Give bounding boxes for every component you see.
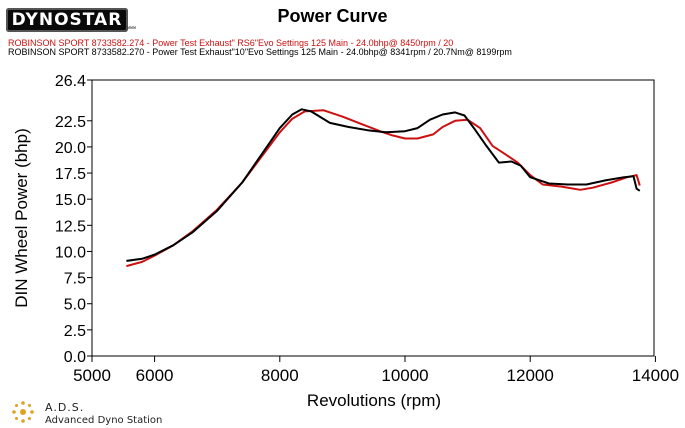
- chart-series: [126, 108, 641, 268]
- logo-text: DYNOSTAR: [11, 10, 123, 30]
- plot-frame: [91, 79, 655, 357]
- x-axis-label: Revolutions (rpm): [307, 391, 441, 410]
- footer-brand: A.D.S.: [45, 401, 85, 414]
- y-tick-label: 17.5: [55, 166, 86, 183]
- y-tick-label: 15.0: [55, 192, 86, 209]
- y-tick-label: 5.0: [64, 297, 86, 314]
- chart-title: Power Curve: [277, 6, 388, 26]
- y-tick-label: 2.5: [64, 323, 86, 340]
- y-tick-label: 0.0: [64, 349, 86, 366]
- y-tick-label: 12.5: [55, 218, 86, 235]
- x-tick-label: 12000: [507, 366, 554, 385]
- x-tick-label: 8000: [261, 366, 299, 385]
- series-line-red: [126, 109, 641, 268]
- x-tick-label: 14000: [632, 366, 679, 385]
- run-legend-black: ROBINSON SPORT 8733582.270 - Power Test …: [8, 47, 512, 57]
- y-tick-label: 10.0: [55, 244, 86, 261]
- y-axis-label: DIN Wheel Power (bhp): [12, 128, 31, 308]
- chart-axis-labels: Revolutions (rpm) DIN Wheel Power (bhp): [12, 128, 441, 410]
- dynostar-logo: DYNOSTAR: [6, 8, 128, 32]
- y-tick-label: 22.5: [55, 114, 86, 131]
- run-legend-red: ROBINSON SPORT 8733582.274 - Power Test …: [8, 38, 454, 48]
- y-tick-label: 7.5: [64, 271, 86, 288]
- y-tick-label: 20.0: [55, 140, 86, 157]
- x-tick-label: 10000: [381, 366, 428, 385]
- x-tick-label: 6000: [136, 366, 174, 385]
- logo-suffix: www: [127, 25, 137, 31]
- x-tick-label: 5000: [73, 366, 111, 385]
- footer-subtitle: Advanced Dyno Station: [45, 415, 163, 426]
- series-line-black: [126, 108, 641, 262]
- chart-axes: 0.0 2.5 5.0 7.5 10.0 12.5 15.0 17.5 20.0 22.5 26.4…: [55, 73, 679, 385]
- ads-logo-icon: [12, 401, 34, 423]
- y-tick-label: 26.4: [55, 73, 86, 90]
